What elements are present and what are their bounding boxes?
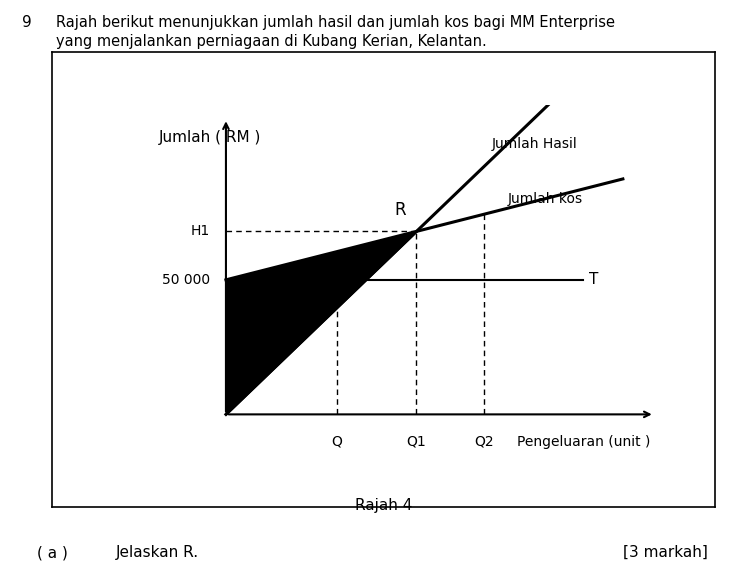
Text: 9: 9 [22,15,32,30]
Text: Jelaskan R.: Jelaskan R. [115,545,199,560]
Text: Q: Q [332,434,343,448]
Text: Q2: Q2 [474,434,494,448]
Text: R: R [395,201,406,219]
Text: Jumlah ( RM ): Jumlah ( RM ) [159,130,261,145]
Text: Jumlah kos: Jumlah kos [508,191,583,206]
Text: Rajah berikut menunjukkan jumlah hasil dan jumlah kos bagi MM Enterprise: Rajah berikut menunjukkan jumlah hasil d… [56,15,615,30]
Text: Rajah 4: Rajah 4 [355,498,413,513]
Text: yang menjalankan perniagaan di Kubang Kerian, Kelantan.: yang menjalankan perniagaan di Kubang Ke… [56,34,486,49]
Text: ( a ): ( a ) [37,545,68,560]
Text: Q1: Q1 [407,434,426,448]
Text: H1: H1 [191,224,210,238]
Text: 50 000: 50 000 [162,273,210,287]
Text: Pengeluaran (unit ): Pengeluaran (unit ) [517,434,650,448]
Text: [3 markah]: [3 markah] [623,545,708,560]
Text: T: T [589,272,598,287]
Text: Jumlah Hasil: Jumlah Hasil [492,137,577,151]
